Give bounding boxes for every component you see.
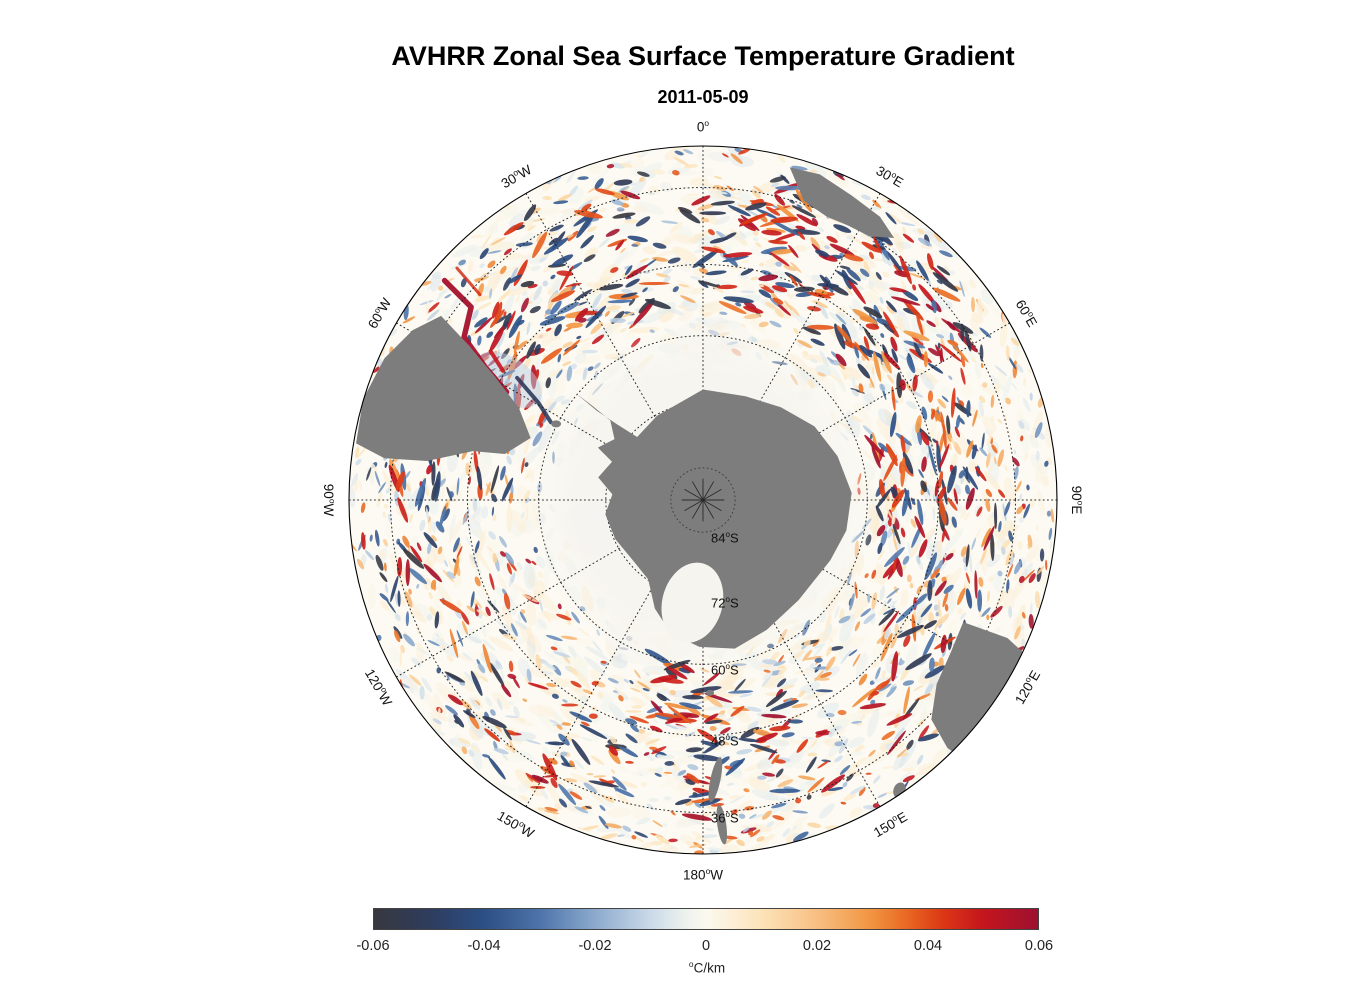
figure-date: 2011-05-09 [657,87,749,107]
polar-map-canvas [343,140,1063,860]
colorbar-tick-label: 0 [701,938,711,954]
colorbar-tick-label: 0.04 [913,938,943,954]
longitude-label: 180oW [683,865,723,883]
colorbar-tick-label: 0.02 [802,938,832,954]
colorbar-tick-label: -0.06 [356,938,390,954]
colorbar-tick-label: 0.06 [1024,938,1054,954]
longitude-label: 0o [696,117,710,135]
colorbar-tick-label: -0.04 [467,938,501,954]
colorbar-tick-label: -0.02 [578,938,612,954]
longitude-label: 90oW [320,483,338,517]
figure-title: AVHRR Zonal Sea Surface Temperature Grad… [391,41,1015,71]
colorbar-gradient [373,908,1039,930]
colorbar-unit-label: oC/km [688,959,726,976]
longitude-label: 90oE [1068,485,1086,515]
